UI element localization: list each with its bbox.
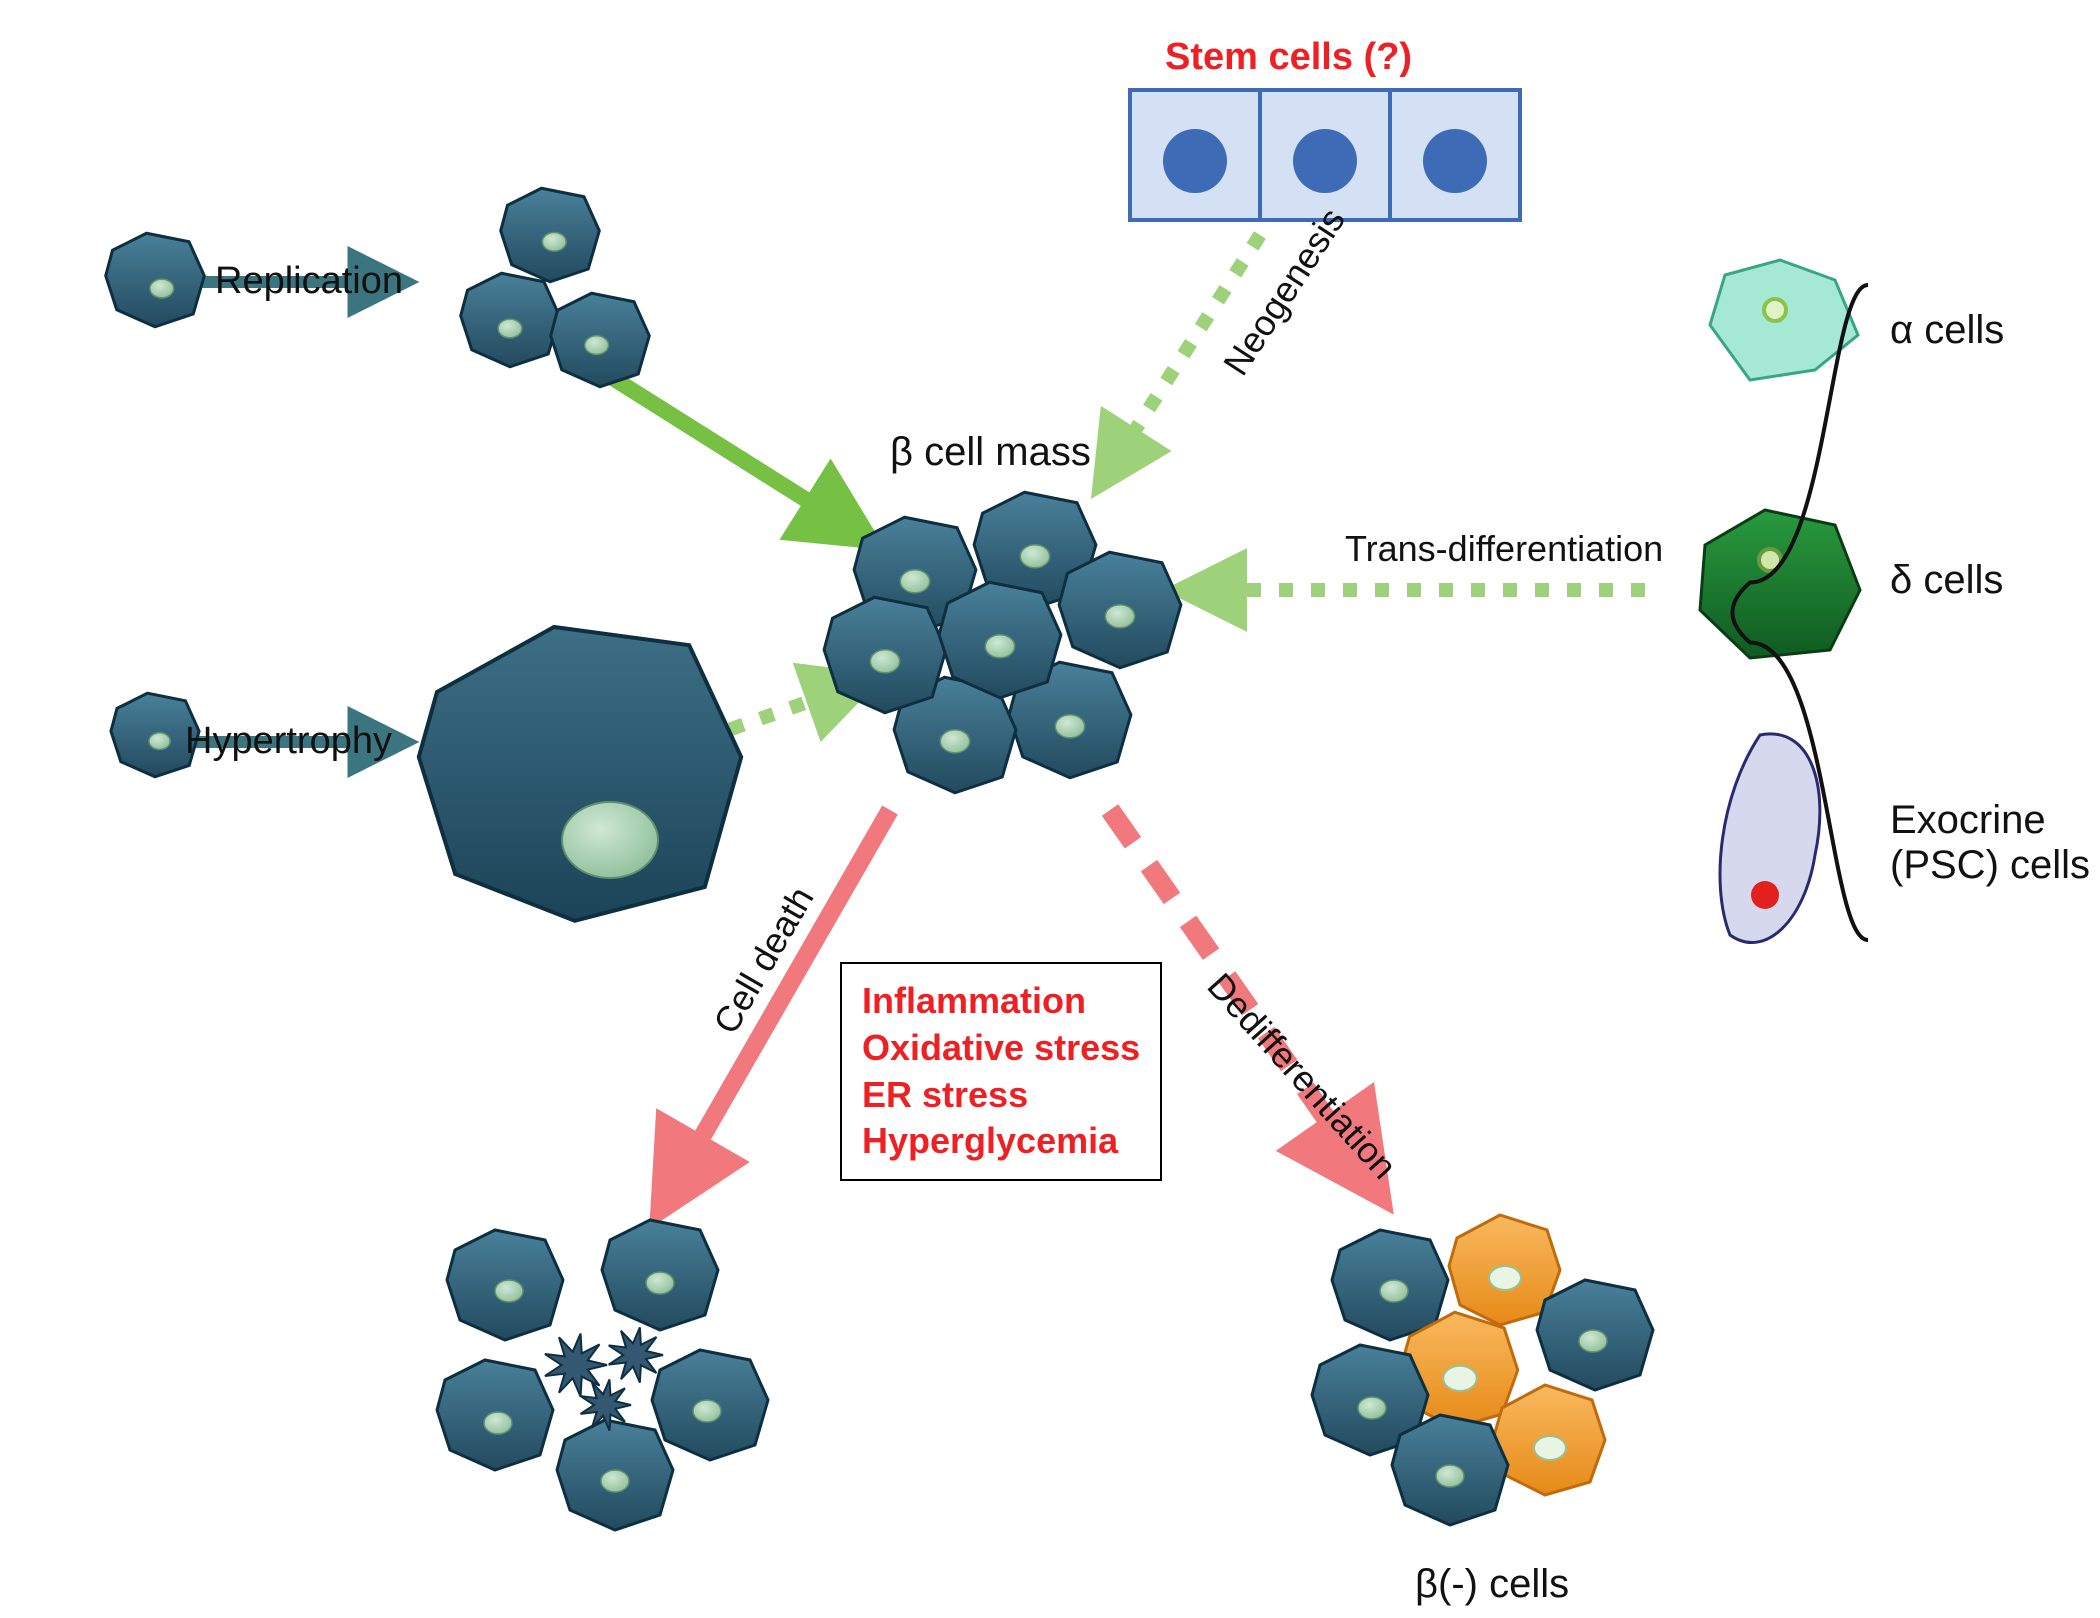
label-exocrine: Exocrine (PSC) cells [1890,798,2090,888]
stress-factor: Oxidative stress [862,1025,1140,1072]
label-alpha-cells: α cells [1890,308,2004,353]
label-hypertrophy: Hypertrophy [185,720,392,763]
stress-factors-box: InflammationOxidative stressER stressHyp… [840,962,1162,1181]
edge-e-hyper-to-mass [700,680,870,740]
label-transdiff: Trans-differentiation [1345,528,1663,570]
hypertrophy-big-cell [419,627,741,921]
stress-factor: Inflammation [862,978,1140,1025]
alpha-cell-shape [1710,260,1858,380]
dedifferentiated-cluster [1312,1215,1653,1525]
diagram-canvas [0,0,2100,1618]
exocrine-cell-shape [1720,734,1820,943]
replication-trio [461,188,650,387]
stress-factor: Hyperglycemia [862,1118,1140,1165]
label-beta-minus: β(-) cells [1415,1562,1569,1607]
label-dediff: Dedifferentiation [1199,965,1405,1187]
delta-cell-shape [1700,510,1860,658]
label-stem-cells: Stem cells (?) [1165,36,1412,79]
replication-single-cell [106,233,205,327]
edge-e-repl-to-mass [600,370,870,540]
beta-cell-mass-cluster [824,492,1181,793]
label-delta-cells: δ cells [1890,558,2003,603]
brace [1733,285,1869,940]
label-beta-mass: β cell mass [890,430,1091,475]
stress-factor: ER stress [862,1072,1140,1119]
label-cell-death: Cell death [705,880,822,1041]
stem-cells-shape [1130,90,1520,220]
label-replication: Replication [215,260,403,303]
label-neogenesis: Neogenesis [1215,201,1354,383]
cell-death-cluster [437,1220,768,1530]
